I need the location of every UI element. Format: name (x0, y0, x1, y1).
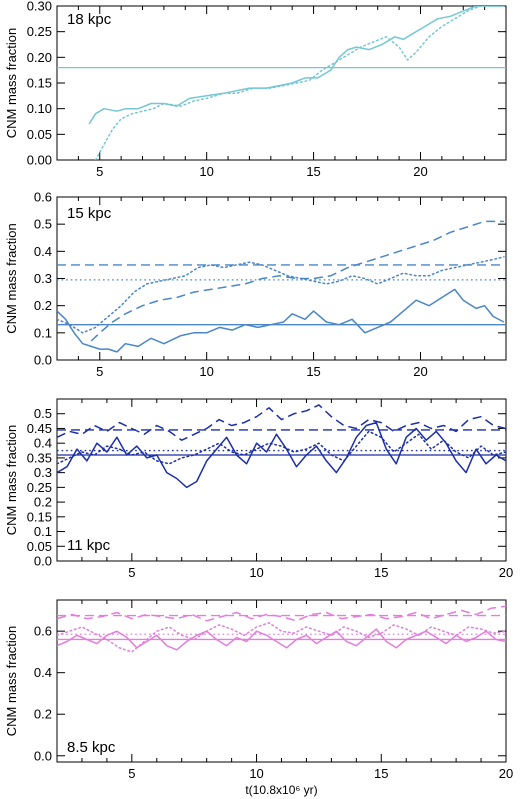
y-axis-label: CNM mass fraction (4, 28, 19, 139)
series-dotted (57, 256, 505, 334)
y-tick-label: 0.00 (27, 153, 52, 168)
y-tick-label: 0.15 (27, 76, 52, 91)
x-tick-label: 15 (374, 565, 388, 580)
y-tick-label: 0.05 (27, 539, 52, 554)
x-tick-label: 10 (199, 364, 213, 379)
y-tick-label: 0.1 (34, 325, 52, 340)
x-tick-label: 5 (96, 364, 103, 379)
x-tick-label: 10 (199, 164, 213, 179)
panel-2: 5 10 15 20 0.0 0.1 0.2 0.3 0.4 0.5 0.6 CNM mass fra… (4, 190, 507, 379)
axes-frame (56, 599, 507, 763)
x-tick-label: 15 (374, 766, 388, 781)
panel-label: 8.5 kpc (67, 739, 116, 756)
y-tick-label: 0.2 (34, 298, 52, 313)
panel-label: 18 kpc (67, 11, 112, 28)
y-tick-label: 0.05 (27, 127, 52, 142)
y-tick-label: 0.2 (34, 495, 52, 510)
series-dotted (94, 6, 505, 160)
panel-label: 11 kpc (67, 537, 111, 554)
y-tick-label: 0.5 (34, 406, 52, 421)
y-axis-label: CNM mass fraction (4, 223, 19, 334)
panel-1: 5 10 15 20 0.00 0.05 0.10 0.15 0.20 0.25 0.30 CNM m… (4, 0, 507, 179)
x-tick-label: 20 (499, 766, 513, 781)
y-tick-label: 0.6 (34, 190, 52, 205)
y-tick-label: 0.15 (27, 509, 52, 524)
y-tick-label: 0.3 (34, 465, 52, 480)
y-tick-label: 0.30 (27, 0, 52, 14)
x-tick-label: 5 (128, 565, 135, 580)
series-dashed (57, 404, 506, 441)
x-tick-label: 5 (128, 766, 135, 781)
series-solid (57, 288, 505, 353)
x-tick-label: 20 (499, 565, 513, 580)
series-dotted (57, 430, 506, 465)
x-tick-label: 20 (413, 164, 427, 179)
y-axis-label: CNM mass fraction (4, 425, 19, 536)
y-tick-label: 0.4 (34, 244, 52, 259)
y-tick-label: 0.5 (34, 217, 52, 232)
y-tick-label: 0.25 (27, 480, 52, 495)
x-tick-label: 10 (249, 565, 263, 580)
series-dotted (57, 622, 506, 653)
y-tick-label: 0.1 (34, 524, 52, 539)
y-axis-label: CNM mass fraction (4, 626, 19, 737)
x-tick-label: 15 (306, 364, 320, 379)
y-tick-label: 0.6 (34, 624, 52, 639)
panel-3: 5 10 15 200.00.050.10.150.20.250.30.350.40.… (4, 398, 513, 580)
y-tick-label: 0.10 (27, 101, 52, 116)
y-tick-label: 0.2 (34, 707, 52, 722)
series-solid (88, 6, 502, 125)
x-tick-label: 15 (306, 164, 320, 179)
x-tick-label: 5 (96, 164, 103, 179)
y-tick-label: 0.45 (27, 421, 52, 436)
y-tick-label: 0.4 (34, 665, 52, 680)
x-tick-label: 10 (249, 766, 263, 781)
y-tick-label: 0.35 (27, 450, 52, 465)
axes-frame (56, 196, 507, 361)
y-tick-label: 0.4 (34, 436, 52, 451)
axes-frame (56, 5, 507, 161)
series-dashed (57, 605, 506, 622)
x-tick-label: 20 (413, 364, 427, 379)
x-axis-label: t(10.8x10⁶ yr) (245, 783, 317, 797)
panel-4: 5 10 15 20 0.0 0.2 0.4 0.6 CNM mass fraction 8.5 … (4, 599, 513, 797)
y-tick-label: 0.0 (34, 554, 52, 569)
axes-frame (56, 398, 507, 562)
series-dashed (90, 220, 504, 342)
y-tick-label: 0.0 (34, 353, 52, 368)
y-tick-label: 0.25 (27, 24, 52, 39)
panel-label: 15 kpc (67, 205, 112, 222)
y-tick-label: 0.20 (27, 50, 52, 65)
series-solid (57, 628, 506, 651)
series-solid (57, 421, 506, 489)
y-tick-label: 0.0 (34, 748, 52, 763)
y-tick-label: 0.3 (34, 271, 52, 286)
